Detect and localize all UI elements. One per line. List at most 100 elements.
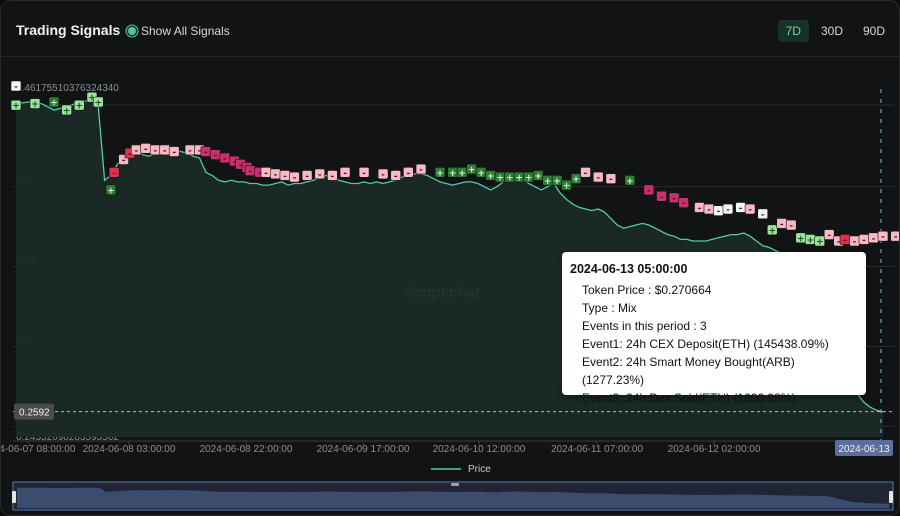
panel-title: Trading Signals bbox=[16, 22, 121, 38]
signal-marker[interactable] bbox=[757, 208, 769, 220]
sell-signal-glyph: - bbox=[739, 204, 743, 214]
signal-marker[interactable] bbox=[377, 168, 389, 180]
x-tick-label: 2024-06-08 22:00:00 bbox=[200, 444, 293, 455]
signal-marker[interactable] bbox=[358, 166, 370, 178]
signal-marker[interactable] bbox=[168, 146, 180, 157]
sell-signal-glyph: - bbox=[672, 194, 676, 204]
buy-signal-glyph: + bbox=[797, 234, 805, 244]
signal-marker[interactable] bbox=[722, 203, 734, 215]
buy-signal-glyph: + bbox=[12, 102, 20, 112]
buy-signal-glyph: + bbox=[806, 236, 814, 246]
signal-marker[interactable] bbox=[570, 173, 582, 184]
signal-marker[interactable] bbox=[592, 171, 604, 183]
sell-signal-glyph: - bbox=[223, 154, 227, 164]
sell-signal-glyph: - bbox=[213, 151, 217, 161]
buy-signal-glyph: + bbox=[50, 98, 58, 108]
sell-signal-glyph: - bbox=[872, 234, 876, 244]
signal-marker[interactable] bbox=[814, 235, 826, 247]
buy-signal-glyph: + bbox=[487, 172, 495, 182]
signal-marker[interactable] bbox=[73, 99, 85, 111]
signal-marker[interactable] bbox=[48, 96, 60, 108]
signal-marker[interactable] bbox=[10, 80, 22, 92]
current-price-label: 0.2592 bbox=[19, 408, 50, 419]
panel-header: Trading Signals Show All Signals 7D 30D … bbox=[1, 1, 899, 57]
buy-signal-glyph: + bbox=[31, 100, 39, 110]
signal-marker[interactable] bbox=[890, 230, 899, 242]
show-all-signals-toggle[interactable]: Show All Signals bbox=[128, 24, 230, 38]
signal-marker[interactable] bbox=[823, 229, 835, 240]
sell-signal-glyph: - bbox=[305, 172, 309, 182]
zoom-slider-right-handle[interactable] bbox=[889, 491, 893, 503]
x-hover-label: 2024-06-13 bbox=[838, 444, 890, 455]
range-90d-button[interactable]: 90D bbox=[862, 24, 885, 38]
sell-signal-glyph: - bbox=[780, 220, 784, 230]
range-7d-button[interactable]: 7D bbox=[777, 20, 809, 42]
buy-signal-glyph: + bbox=[563, 182, 571, 192]
signal-marker[interactable] bbox=[105, 184, 117, 196]
sell-signal-glyph: - bbox=[264, 169, 268, 179]
signal-marker[interactable] bbox=[877, 230, 889, 242]
sell-signal-glyph: - bbox=[153, 146, 157, 156]
buy-signal-glyph: + bbox=[816, 237, 824, 247]
sell-signal-glyph: - bbox=[293, 174, 297, 184]
buy-signal-glyph: + bbox=[63, 106, 71, 116]
sell-signal-glyph: - bbox=[717, 207, 721, 217]
tooltip-event-1: Event1: 24h CEX Deposit(ETH) (145438.09%… bbox=[582, 337, 829, 351]
signal-marker[interactable] bbox=[108, 166, 120, 178]
signal-marker[interactable] bbox=[301, 170, 313, 181]
zoom-slider-left-handle[interactable] bbox=[12, 491, 16, 503]
sell-signal-glyph: - bbox=[198, 146, 202, 156]
signal-marker[interactable] bbox=[434, 166, 446, 178]
signal-marker[interactable] bbox=[403, 166, 414, 178]
signal-marker[interactable] bbox=[339, 166, 351, 178]
signal-marker[interactable] bbox=[415, 163, 427, 175]
x-tick-label: 2024-06-12 02:00:00 bbox=[668, 444, 761, 455]
signal-marker[interactable] bbox=[390, 170, 402, 181]
sell-signal-glyph: - bbox=[258, 169, 262, 179]
range-selector: 7D 30D 90D bbox=[777, 20, 893, 42]
buy-signal-glyph: + bbox=[534, 172, 542, 182]
signal-marker[interactable] bbox=[327, 170, 338, 181]
tooltip-event-2: Event2: 24h Smart Money Bought(ARB) (127… bbox=[582, 355, 795, 387]
tooltip-event-3: Event3: 24h Dex Sold(ETH) (1696.98%) bbox=[582, 391, 796, 405]
range-30d-button[interactable]: 30D bbox=[820, 24, 843, 38]
signal-marker[interactable] bbox=[61, 104, 72, 116]
buy-signal-glyph: + bbox=[506, 174, 514, 184]
watermark: Scopechat bbox=[404, 284, 480, 301]
sell-signal-glyph: - bbox=[682, 199, 686, 209]
sell-signal-glyph: - bbox=[761, 210, 765, 220]
signal-marker[interactable] bbox=[561, 179, 572, 191]
radio-dot-icon[interactable] bbox=[128, 27, 136, 35]
signal-marker[interactable] bbox=[624, 174, 636, 186]
sell-signal-glyph: - bbox=[172, 148, 176, 158]
sell-signal-glyph: - bbox=[134, 146, 138, 156]
signal-marker[interactable] bbox=[785, 219, 797, 231]
signal-marker[interactable] bbox=[766, 224, 778, 236]
buy-signal-glyph: + bbox=[572, 175, 580, 185]
sell-signal-glyph: - bbox=[331, 172, 335, 182]
signal-marker[interactable] bbox=[289, 171, 300, 183]
x-tick-label: 2024-06-08 03:00:00 bbox=[83, 444, 176, 455]
buy-signal-glyph: + bbox=[76, 102, 84, 112]
sell-signal-glyph: - bbox=[881, 233, 885, 243]
signal-marker[interactable] bbox=[643, 184, 655, 196]
tooltip-type: Type : Mix bbox=[582, 301, 637, 315]
signal-marker[interactable] bbox=[744, 203, 756, 215]
signal-marker[interactable] bbox=[10, 99, 22, 111]
sell-signal-glyph: - bbox=[144, 145, 148, 155]
zoom-slider-window[interactable] bbox=[12, 481, 894, 511]
signal-marker[interactable] bbox=[92, 96, 104, 108]
zoom-slider-move-handle[interactable] bbox=[451, 483, 459, 486]
sell-signal-glyph: - bbox=[698, 204, 702, 214]
y-min-label: 0.24332698283593562 bbox=[16, 432, 119, 443]
signal-marker[interactable] bbox=[678, 197, 689, 208]
signal-marker[interactable] bbox=[29, 98, 41, 109]
signal-marker[interactable] bbox=[656, 190, 667, 202]
sell-signal-glyph: - bbox=[274, 170, 278, 180]
zoom-slider-preview bbox=[17, 487, 889, 508]
sell-signal-glyph: - bbox=[748, 206, 752, 216]
signal-marker[interactable] bbox=[314, 168, 326, 180]
signal-marker[interactable] bbox=[580, 166, 591, 178]
signal-marker[interactable] bbox=[605, 173, 617, 184]
buy-signal-glyph: + bbox=[88, 94, 96, 104]
